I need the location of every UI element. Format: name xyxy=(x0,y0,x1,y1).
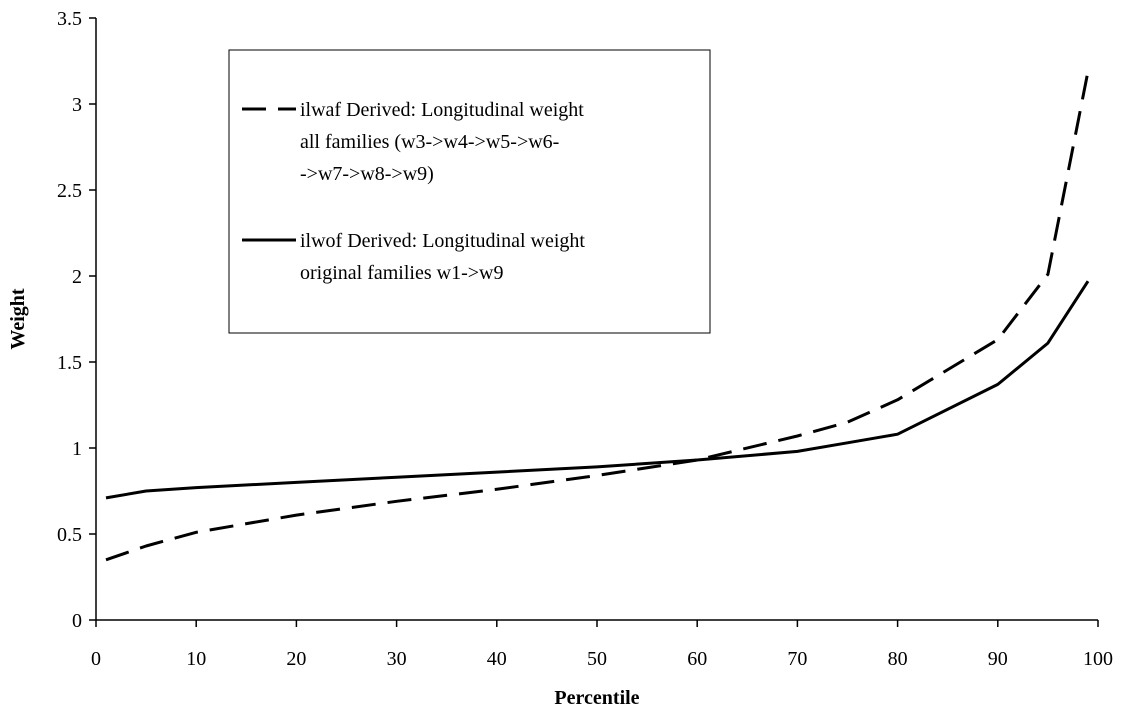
x-tick-label: 10 xyxy=(186,648,206,670)
legend-label: ->w7->w8->w9) xyxy=(300,163,434,185)
y-tick-label: 1.5 xyxy=(57,352,82,374)
x-tick-label: 20 xyxy=(286,648,306,670)
x-axis-title: Percentile xyxy=(554,687,639,709)
legend-label: all families (w3->w4->w5->w6- xyxy=(300,131,559,153)
series-line-ilwof xyxy=(105,280,1090,500)
x-tick-label: 50 xyxy=(587,648,607,670)
y-axis-title: Weight xyxy=(7,288,29,349)
axes: 0 0.5 1 1.5 2 2.5 3 3.5 0 10 20 30 40 50 60 70 80 90 100 xyxy=(57,8,1113,670)
x-tick-label: 60 xyxy=(687,648,707,670)
y-tick-label: 3 xyxy=(72,94,82,116)
x-tick-label: 90 xyxy=(988,648,1008,670)
legend-box xyxy=(228,49,711,334)
series-lines xyxy=(105,71,1090,562)
x-tick-label: 80 xyxy=(888,648,908,670)
y-tick-label: 0 xyxy=(72,610,82,632)
legend-label: original families w1->w9 xyxy=(300,262,503,284)
y-tick-label: 1 xyxy=(72,438,82,460)
series-line-ilwaf xyxy=(105,71,1090,562)
legend: ilwaf Derived: Longitudinal weight all fa… xyxy=(228,49,711,334)
x-tick-label: 0 xyxy=(91,648,101,670)
x-tick-label: 100 xyxy=(1083,648,1113,670)
legend-label: ilwaf Derived: Longitudinal weight xyxy=(300,99,584,121)
y-tick-label: 0.5 xyxy=(57,524,82,546)
y-tick-label: 2.5 xyxy=(57,180,82,202)
y-tick-label: 3.5 xyxy=(57,8,82,30)
x-tick-label: 40 xyxy=(487,648,507,670)
y-tick-label: 2 xyxy=(72,266,82,288)
x-tick-label: 70 xyxy=(787,648,807,670)
legend-label: ilwof Derived: Longitudinal weight xyxy=(300,230,585,252)
x-tick-label: 30 xyxy=(387,648,407,670)
